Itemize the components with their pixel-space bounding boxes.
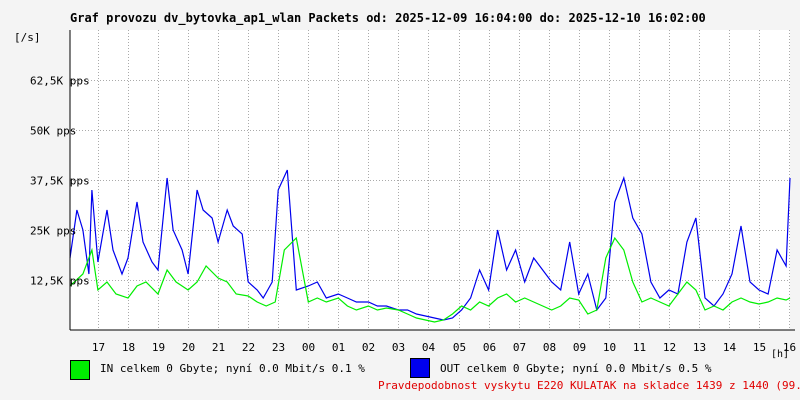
y-tick-label: 12,5K pps	[30, 275, 90, 288]
chart-title: Graf provozu dv_bytovka_ap1_wlan Packets…	[70, 11, 706, 25]
legend-in-swatch	[70, 360, 90, 380]
y-tick-label: 50K pps	[30, 125, 76, 138]
x-tick-label: 12	[663, 341, 676, 354]
y-tick-label: 25K pps	[30, 225, 76, 238]
legend-out-text: OUT celkem 0 Gbyte; nyní 0.0 Mbit/s 0.5 …	[440, 362, 712, 375]
x-tick-label: 06	[483, 341, 496, 354]
x-tick-label: 21	[212, 341, 225, 354]
x-tick-label: 01	[332, 341, 345, 354]
x-tick-label: 13	[693, 341, 706, 354]
x-tick-label: 08	[543, 341, 556, 354]
series-lines	[69, 169, 791, 323]
y-axis-unit: [/s]	[14, 31, 41, 44]
x-tick-label: 10	[603, 341, 616, 354]
x-tick-label: 16	[783, 341, 796, 354]
x-tick-label: 07	[513, 341, 526, 354]
x-tick-label: 02	[362, 341, 375, 354]
x-tick-label: 15	[753, 341, 766, 354]
x-tick-label: 19	[152, 341, 165, 354]
x-tick-label: 04	[422, 341, 436, 354]
x-tick-label: 17	[92, 341, 105, 354]
y-tick-label: 62,5K pps	[30, 75, 90, 88]
x-tick-label: 11	[633, 341, 646, 354]
x-tick-label: 09	[573, 341, 586, 354]
legend-in-text: IN celkem 0 Gbyte; nyní 0.0 Mbit/s 0.1 %	[100, 362, 365, 375]
footer-note: Pravdepodobnost vyskytu E220 KULATAK na …	[378, 379, 800, 392]
series-line-in	[69, 236, 791, 323]
y-tick-labels: 12,5K pps 25K pps 37,5K pps 50K pps 62,5K pp…	[30, 75, 90, 288]
x-tick-label: 05	[453, 341, 466, 354]
x-tick-label: 00	[302, 341, 315, 354]
x-tick-label: 22	[242, 341, 255, 354]
x-tick-label: 18	[122, 341, 135, 354]
x-tick-label: 03	[392, 341, 405, 354]
x-tick-label: 23	[272, 341, 285, 354]
x-axis-unit: [h]	[771, 349, 790, 360]
series-line-out	[69, 169, 791, 321]
legend-out-swatch	[410, 358, 430, 378]
x-tick-label: 14	[723, 341, 737, 354]
y-tick-label: 37,5K pps	[30, 175, 90, 188]
x-tick-label: 20	[182, 341, 195, 354]
x-tick-labels: 17 18 19 20 21 22 23 00 01 02 03 04 05 06 07 08 09 10 11 12…	[92, 341, 796, 354]
